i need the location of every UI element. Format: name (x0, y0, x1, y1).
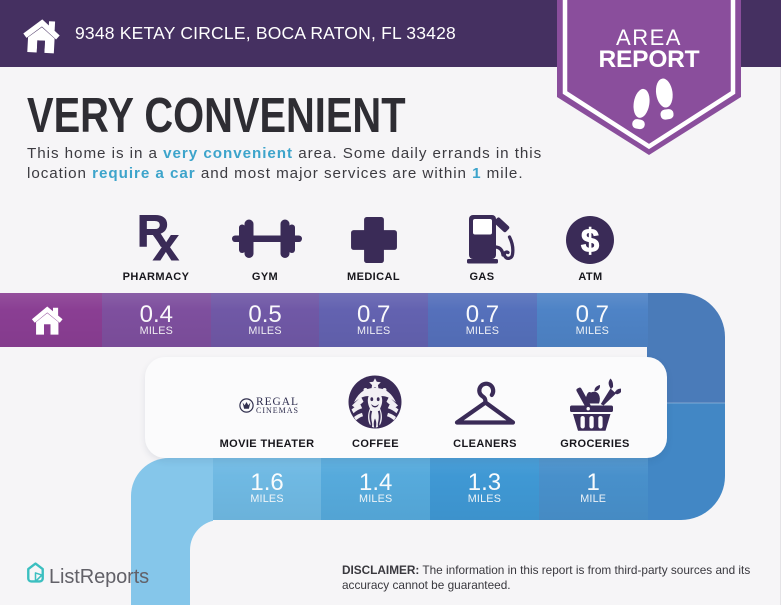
svg-text:REPORT: REPORT (599, 46, 700, 73)
svg-text:AREA: AREA (616, 25, 682, 50)
svg-text:$: $ (581, 222, 599, 259)
